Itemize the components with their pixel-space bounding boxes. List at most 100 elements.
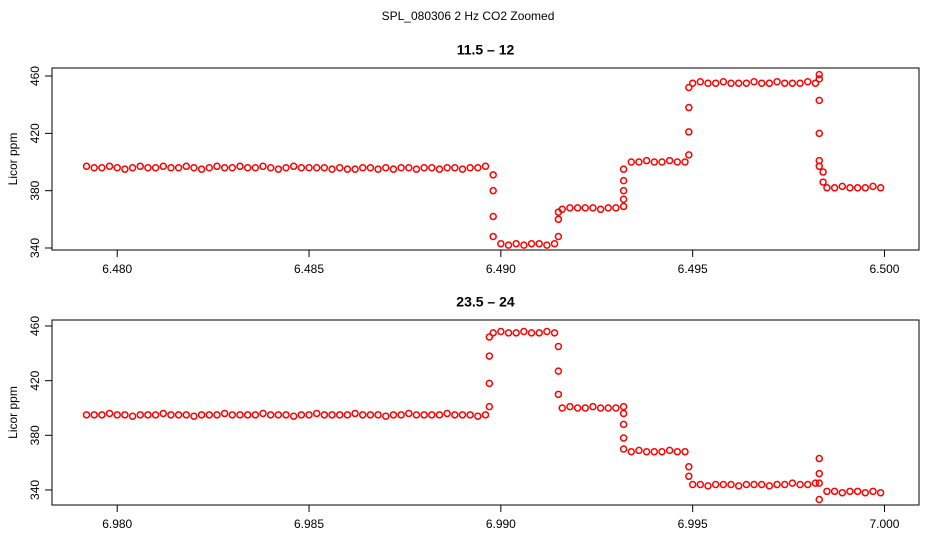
point — [554, 390, 563, 399]
point — [366, 411, 375, 419]
y-axis-label: Licor ppm — [6, 133, 20, 186]
point — [696, 480, 705, 489]
point — [236, 411, 244, 419]
point — [328, 165, 336, 173]
point — [182, 162, 191, 171]
point — [266, 163, 275, 172]
point — [405, 163, 413, 172]
x-tick-label: 6.990 — [486, 517, 516, 531]
point — [289, 412, 298, 420]
point — [823, 184, 831, 192]
point — [688, 480, 697, 489]
point — [205, 163, 214, 172]
point — [136, 162, 144, 171]
point — [554, 342, 563, 351]
point — [838, 488, 847, 497]
x-tick-label: 6.500 — [869, 262, 899, 276]
point — [815, 70, 824, 79]
point — [105, 409, 114, 418]
point — [220, 163, 229, 172]
point — [259, 409, 267, 418]
point — [320, 411, 329, 419]
point — [823, 487, 831, 496]
point — [397, 163, 405, 172]
point — [711, 79, 720, 87]
point — [635, 446, 643, 455]
y-tick-label: 380 — [28, 180, 42, 200]
point — [489, 329, 497, 337]
point — [266, 411, 275, 419]
point — [589, 402, 597, 411]
point — [428, 163, 436, 172]
point — [159, 409, 168, 418]
point — [869, 182, 877, 191]
point — [757, 79, 766, 87]
point — [815, 129, 824, 138]
point — [543, 241, 551, 249]
point — [113, 411, 121, 419]
point — [485, 379, 494, 388]
point — [343, 165, 352, 173]
point — [358, 163, 367, 172]
point — [635, 158, 643, 166]
point — [113, 163, 121, 172]
point — [151, 163, 160, 172]
x-tick-label: 6.985 — [294, 517, 324, 531]
point — [673, 158, 682, 166]
point — [98, 411, 106, 419]
point — [274, 165, 283, 173]
point — [420, 411, 428, 419]
point — [773, 480, 781, 489]
point — [773, 78, 781, 86]
point — [497, 327, 505, 336]
point — [719, 480, 728, 489]
point — [619, 409, 628, 418]
point — [627, 447, 636, 456]
point — [681, 158, 689, 166]
point — [734, 482, 743, 490]
point — [696, 78, 705, 86]
point — [220, 409, 229, 418]
point — [489, 232, 497, 241]
point — [159, 162, 168, 171]
point — [351, 409, 359, 418]
point — [566, 402, 574, 411]
point — [312, 163, 321, 172]
point — [389, 411, 398, 419]
point — [128, 163, 137, 172]
point — [497, 239, 505, 248]
x-tick-label: 6.980 — [102, 517, 132, 531]
point — [485, 333, 494, 341]
point — [213, 162, 221, 171]
point — [82, 411, 91, 419]
point — [642, 156, 651, 165]
point — [527, 329, 536, 337]
point — [489, 212, 497, 221]
point — [876, 488, 885, 497]
point — [757, 480, 766, 489]
point — [830, 487, 839, 496]
figure-title: SPL_080306 2 Hz CO2 Zoomed — [382, 9, 555, 23]
point — [481, 162, 490, 171]
point — [335, 411, 344, 419]
point — [838, 182, 847, 191]
point — [612, 204, 620, 212]
point — [435, 411, 444, 419]
point — [819, 168, 827, 176]
point — [397, 411, 405, 419]
point — [151, 411, 160, 419]
point — [796, 79, 804, 87]
plot-frame — [51, 319, 920, 506]
point — [554, 367, 563, 375]
point — [485, 402, 494, 411]
point — [869, 487, 877, 496]
point — [197, 411, 206, 419]
point — [596, 404, 605, 412]
point — [558, 404, 566, 412]
point — [243, 163, 252, 172]
point — [136, 411, 144, 419]
point — [121, 411, 129, 419]
y-axis-label: Licor ppm — [6, 386, 20, 439]
point — [853, 487, 862, 496]
